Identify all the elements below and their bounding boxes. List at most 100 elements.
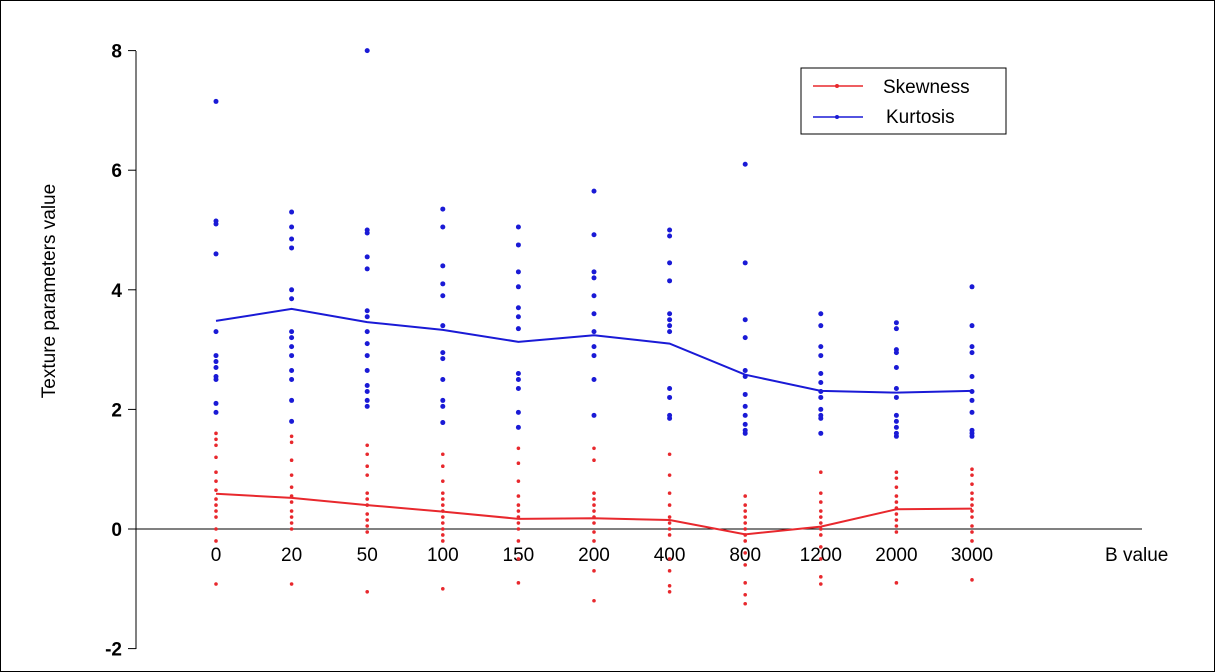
kurtosis-point <box>515 242 521 248</box>
skewness-point <box>516 527 521 531</box>
kurtosis-point <box>742 161 748 167</box>
kurtosis-point <box>289 236 295 242</box>
skewness-point <box>441 491 445 495</box>
kurtosis-point <box>591 232 597 238</box>
kurtosis-point <box>440 377 446 382</box>
skewness-point <box>970 503 974 507</box>
kurtosis-point <box>515 284 521 290</box>
kurtosis-point <box>515 385 521 391</box>
skewness-point <box>441 452 445 457</box>
kurtosis-point <box>742 421 748 427</box>
skewness-point <box>667 584 672 588</box>
kurtosis-point <box>515 314 521 320</box>
skewness-point <box>592 497 596 501</box>
skewness-point <box>289 458 294 463</box>
skewness-point <box>970 515 974 519</box>
skewness-point <box>592 491 596 495</box>
kurtosis-point <box>818 311 824 317</box>
skewness-point <box>819 515 823 519</box>
kurtosis-point <box>591 329 597 335</box>
kurtosis-point <box>591 293 597 299</box>
skewness-point <box>516 479 521 483</box>
kurtosis-point <box>364 308 370 314</box>
kurtosis-point <box>591 275 597 281</box>
kurtosis-point <box>818 371 824 377</box>
kurtosis-point <box>289 377 295 382</box>
skewness-point <box>667 503 672 507</box>
skewness-point <box>970 509 974 513</box>
kurtosis-point <box>289 209 295 215</box>
kurtosis-point <box>515 377 521 382</box>
skewness-point <box>365 518 370 522</box>
kurtosis-point <box>893 320 899 326</box>
skewness-point <box>819 521 823 525</box>
skewness-point <box>743 539 747 543</box>
kurtosis-point <box>440 403 446 409</box>
skewness-point <box>441 479 445 483</box>
skewness-point <box>970 497 974 501</box>
skewness-point <box>743 515 747 519</box>
skewness-point <box>667 533 672 537</box>
skewness-point <box>214 539 218 543</box>
kurtosis-point <box>969 284 975 290</box>
skewness-point <box>516 446 521 451</box>
skewness-point <box>743 521 747 525</box>
kurtosis-point <box>213 409 219 415</box>
x-axis-title: B value <box>1105 545 1168 566</box>
skewness-point <box>592 458 596 463</box>
skewness-point <box>289 582 294 586</box>
kurtosis-point <box>364 254 370 260</box>
skewness-point <box>592 509 596 513</box>
x-tick-label: 400 <box>654 545 686 566</box>
skewness-point <box>743 494 747 498</box>
kurtosis-point <box>213 359 219 365</box>
kurtosis-point <box>440 356 446 362</box>
skewness-point <box>214 515 218 519</box>
skewness-point <box>894 476 899 480</box>
y-tick-label: 2 <box>111 400 122 421</box>
kurtosis-point <box>364 368 370 374</box>
axes <box>135 51 1142 649</box>
y-tick-label: -2 <box>105 640 122 661</box>
x-tick-label: 150 <box>503 545 535 566</box>
kurtosis-point <box>667 233 673 239</box>
skewness-point <box>214 527 218 531</box>
kurtosis-point <box>969 344 975 350</box>
kurtosis-point <box>591 188 597 194</box>
skewness-point <box>894 530 899 534</box>
kurtosis-point <box>969 374 975 380</box>
skewness-point <box>289 485 294 489</box>
legend-box <box>800 67 1007 135</box>
skewness-point <box>592 446 596 451</box>
kurtosis-point <box>742 317 748 323</box>
x-tick-label: 800 <box>729 545 761 566</box>
skewness-point <box>214 470 218 474</box>
kurtosis-point <box>364 403 370 409</box>
skewness-point <box>819 491 823 495</box>
x-tick-label: 100 <box>427 545 459 566</box>
y-axis-title: Texture parameters value <box>39 184 60 398</box>
kurtosis-point <box>364 48 370 54</box>
kurtosis-point <box>515 224 521 230</box>
kurtosis-point <box>364 382 370 388</box>
legend: Skewness Kurtosis <box>800 67 1007 135</box>
skewness-point <box>365 530 370 534</box>
skewness-point <box>365 524 370 528</box>
skewness-point <box>894 470 899 474</box>
y-tick-label: 6 <box>111 161 122 182</box>
kurtosis-point <box>818 394 824 400</box>
skewness-point <box>441 533 445 537</box>
skewness-point <box>819 470 823 474</box>
skewness-line <box>215 492 973 536</box>
kurtosis-point <box>818 323 824 329</box>
y-tick-label: 8 <box>111 42 122 63</box>
skewness-point <box>667 557 672 561</box>
kurtosis-point <box>667 278 673 284</box>
legend-kurtosis-label: Kurtosis <box>886 107 955 128</box>
skewness-point <box>970 578 974 582</box>
skewness-point <box>289 527 294 531</box>
skewness-point <box>970 482 974 486</box>
skewness-point <box>819 545 823 549</box>
skewness-point <box>441 515 445 519</box>
